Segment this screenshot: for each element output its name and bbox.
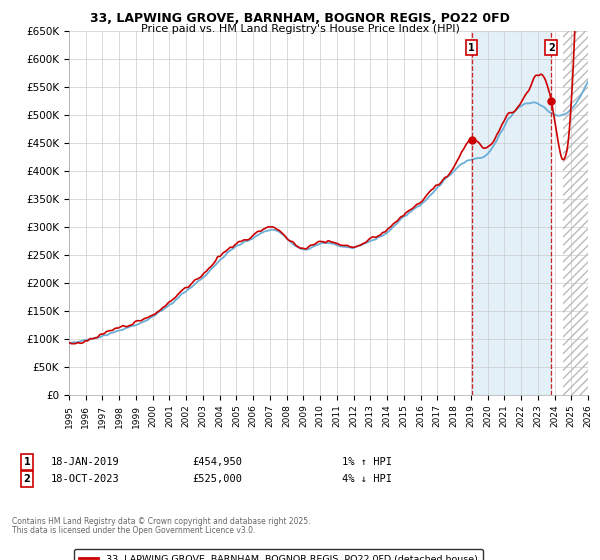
Text: 2: 2	[23, 474, 31, 484]
Text: £525,000: £525,000	[192, 474, 242, 484]
Text: £454,950: £454,950	[192, 457, 242, 467]
Text: 1: 1	[23, 457, 31, 467]
Text: 4% ↓ HPI: 4% ↓ HPI	[342, 474, 392, 484]
Text: This data is licensed under the Open Government Licence v3.0.: This data is licensed under the Open Gov…	[12, 526, 256, 535]
Text: Price paid vs. HM Land Registry's House Price Index (HPI): Price paid vs. HM Land Registry's House …	[140, 24, 460, 34]
Bar	[563, 31, 588, 395]
Text: 33, LAPWING GROVE, BARNHAM, BOGNOR REGIS, PO22 0FD: 33, LAPWING GROVE, BARNHAM, BOGNOR REGIS…	[90, 12, 510, 25]
Text: 1: 1	[468, 43, 475, 53]
Legend: 33, LAPWING GROVE, BARNHAM, BOGNOR REGIS, PO22 0FD (detached house), HPI: Averag: 33, LAPWING GROVE, BARNHAM, BOGNOR REGIS…	[74, 549, 484, 560]
Text: 1% ↑ HPI: 1% ↑ HPI	[342, 457, 392, 467]
Text: 18-OCT-2023: 18-OCT-2023	[51, 474, 120, 484]
Text: 2: 2	[548, 43, 554, 53]
Text: Contains HM Land Registry data © Crown copyright and database right 2025.: Contains HM Land Registry data © Crown c…	[12, 517, 311, 526]
Text: 18-JAN-2019: 18-JAN-2019	[51, 457, 120, 467]
Bar	[472, 31, 551, 395]
